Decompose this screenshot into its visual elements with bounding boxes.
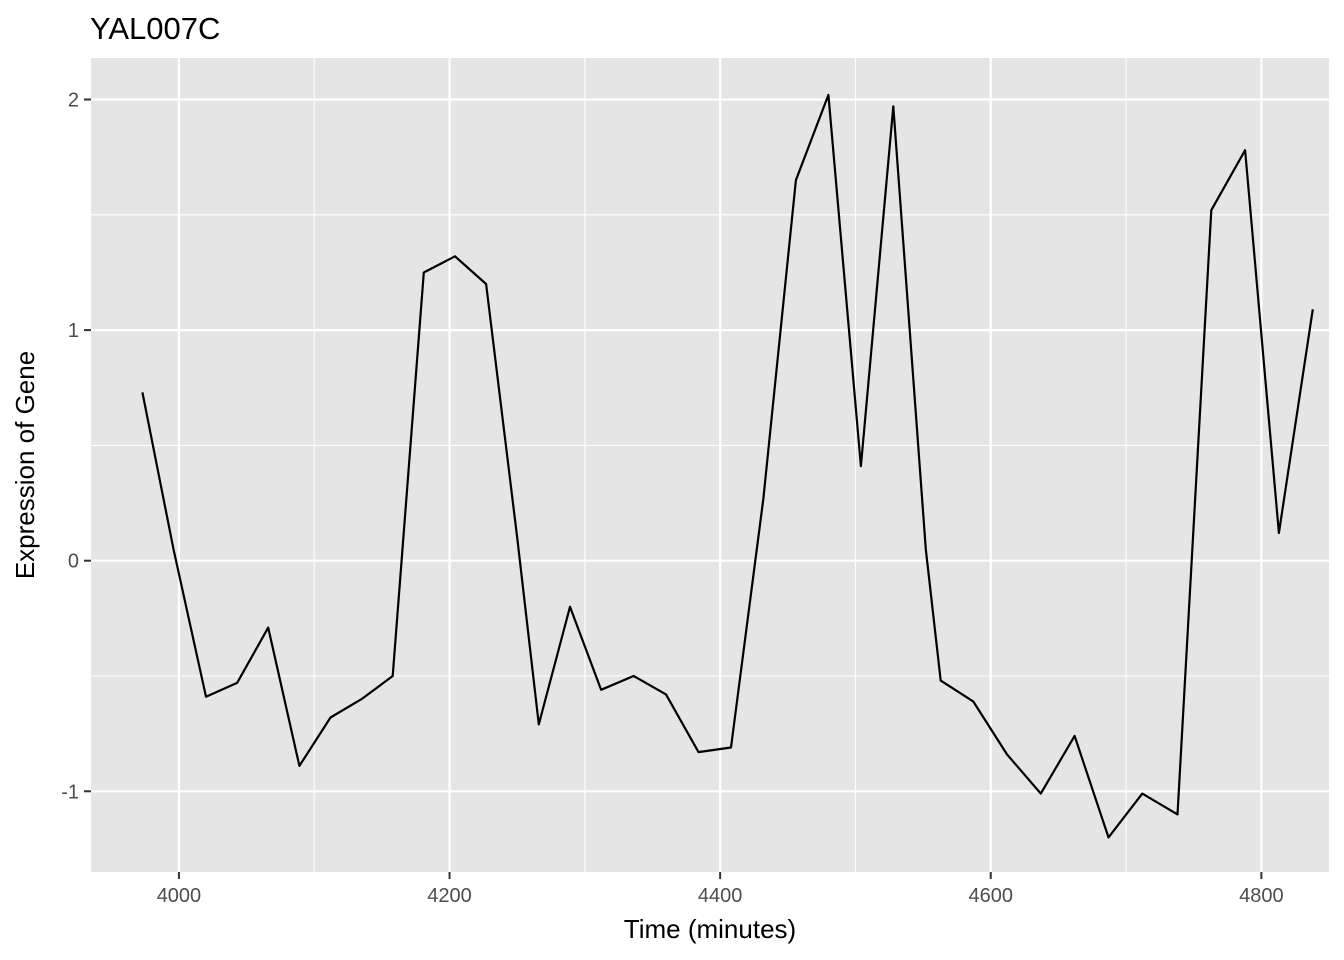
plot-panel (91, 58, 1329, 872)
y-tick-label: 1 (68, 320, 79, 342)
y-tick-label: 0 (68, 551, 79, 573)
x-tick-label: 4000 (157, 885, 202, 907)
x-tick-label: 4200 (427, 885, 472, 907)
y-axis-title: Expression of Gene (10, 351, 40, 579)
major-gridlines (91, 58, 1329, 872)
series-line (141, 93, 1314, 839)
x-tick-label: 4600 (968, 885, 1013, 907)
y-tick-label: 2 (68, 90, 79, 112)
x-tick-label: 4400 (698, 885, 743, 907)
x-tick-label: 4800 (1239, 885, 1284, 907)
series-group (141, 93, 1314, 839)
chart-title: YAL007C (90, 11, 220, 46)
y-tick-label: -1 (61, 781, 79, 803)
x-axis: 4000 4200 4400 4600 4800 (157, 872, 1284, 907)
minor-gridlines (91, 58, 1329, 872)
x-axis-title: Time (minutes) (624, 914, 796, 944)
y-axis: -1 0 1 2 (61, 90, 91, 803)
